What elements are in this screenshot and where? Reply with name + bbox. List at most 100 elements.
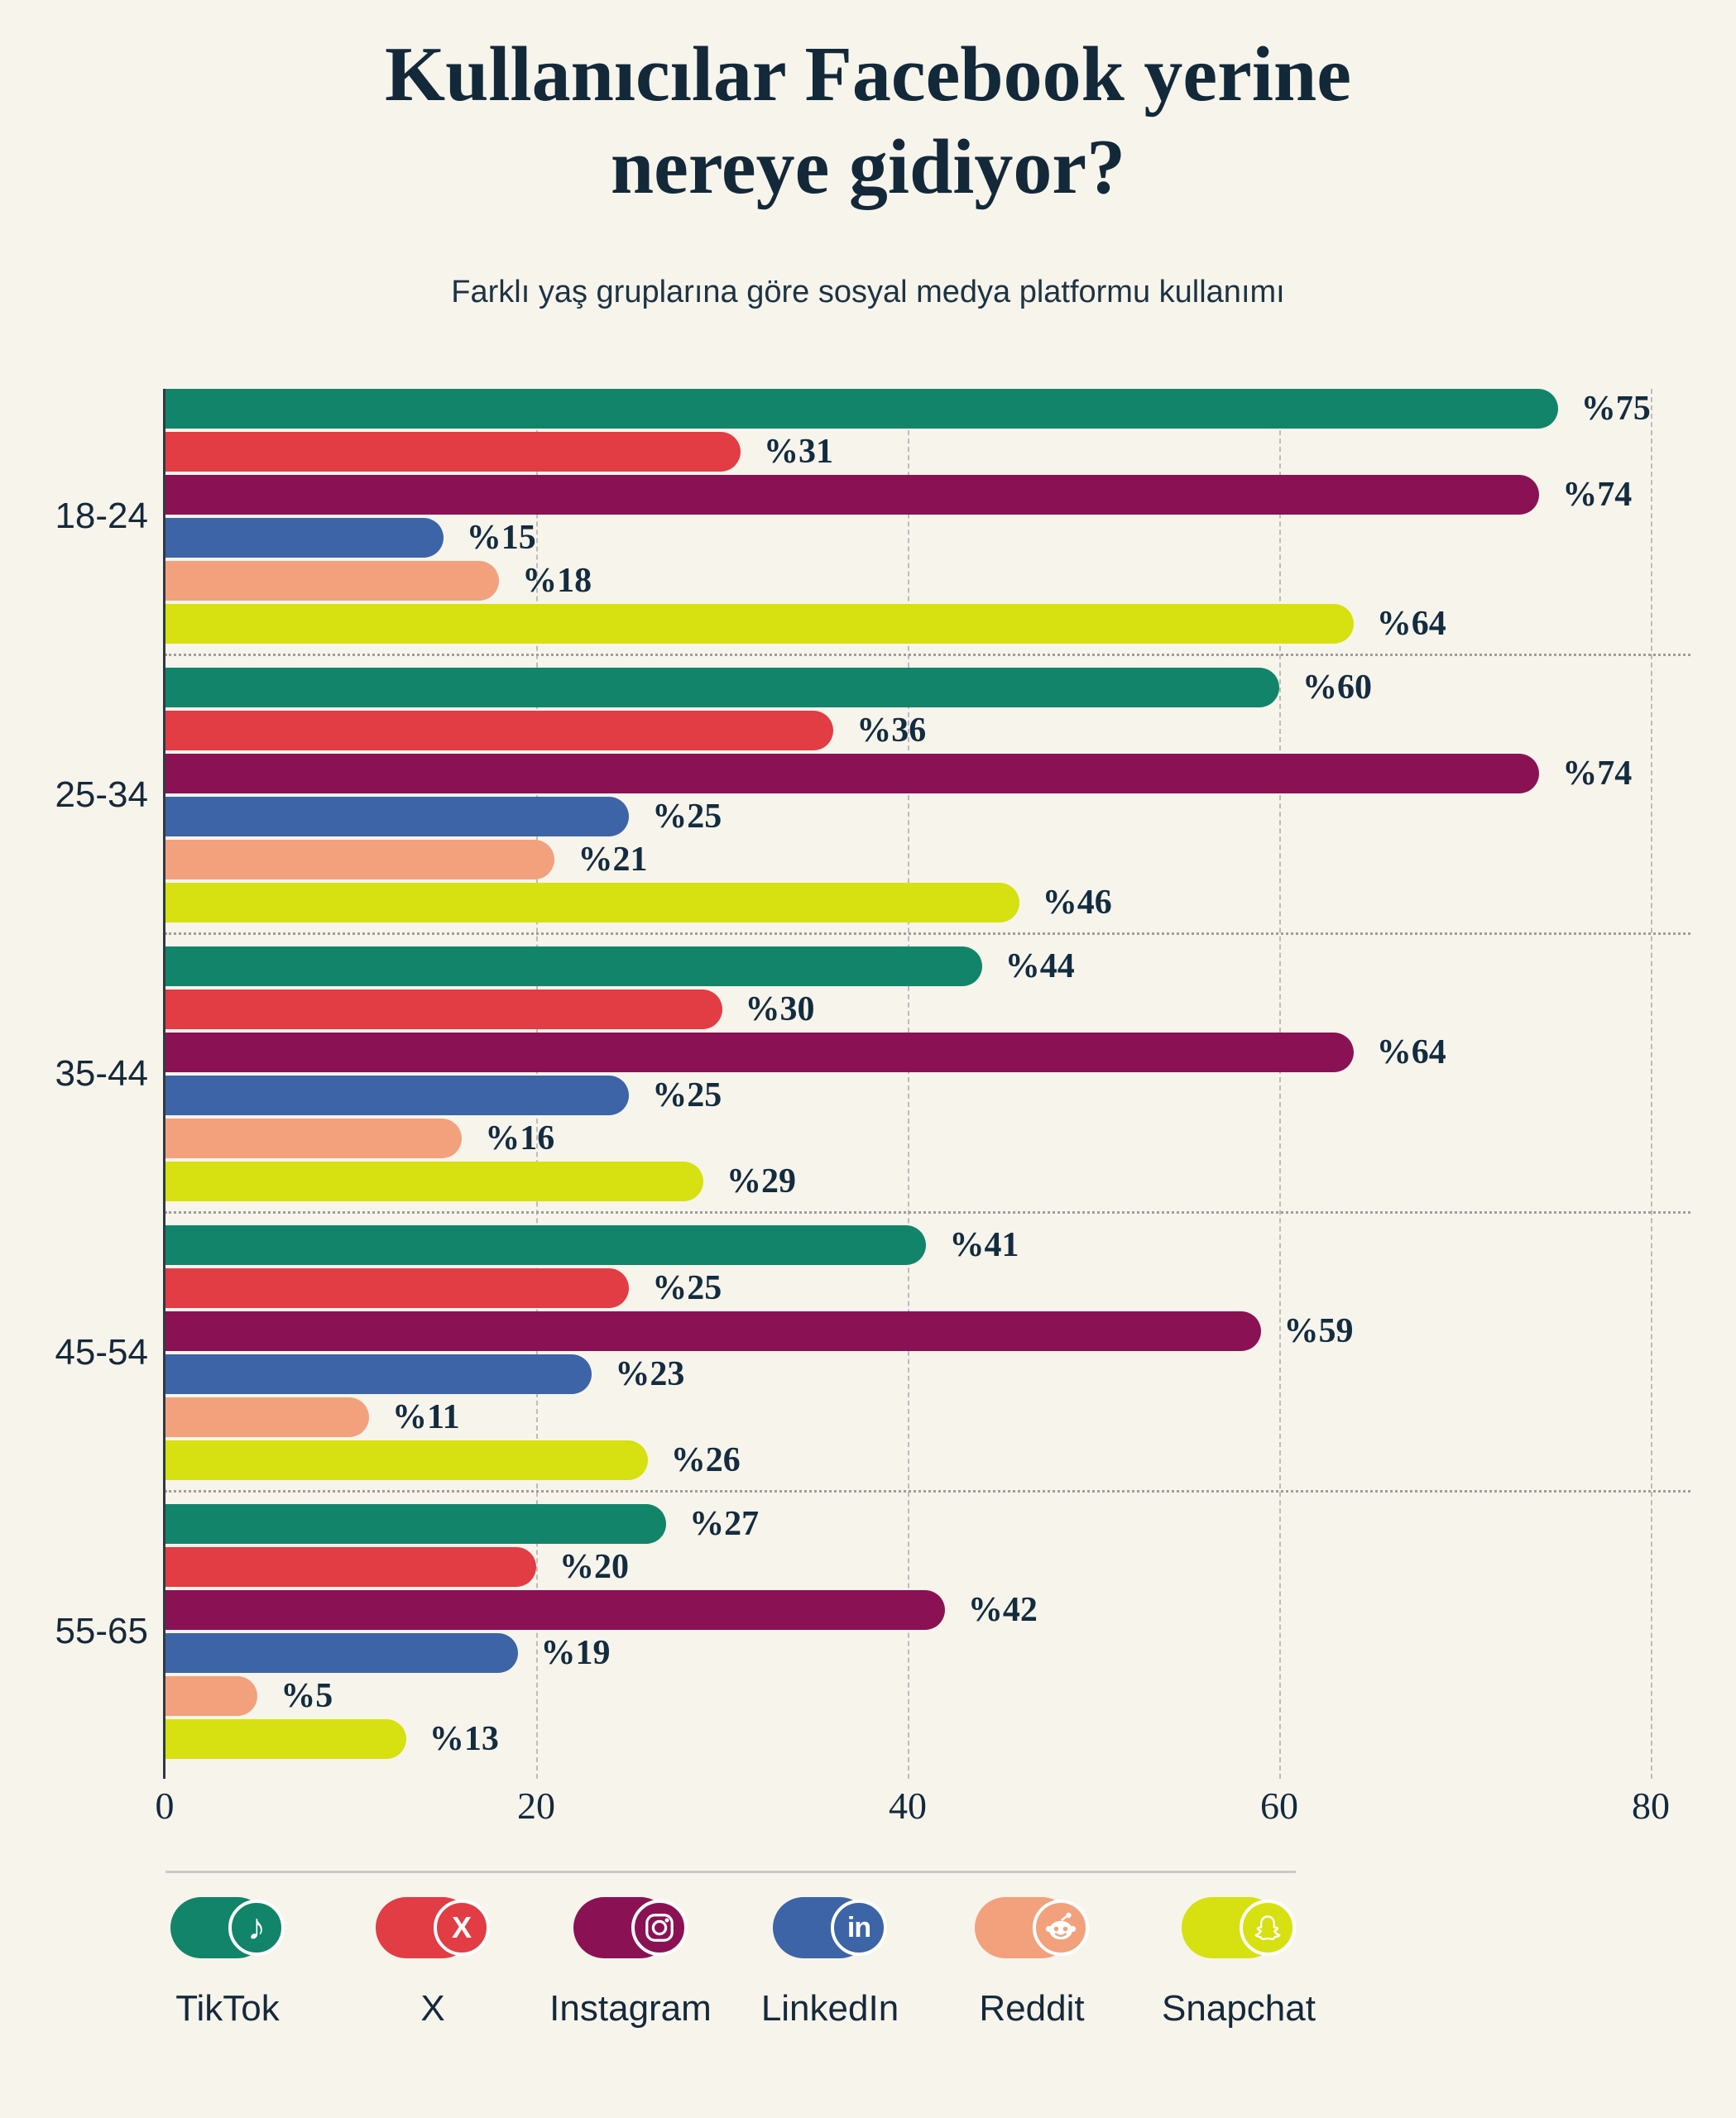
bar-tiktok <box>165 1504 667 1544</box>
bar-row-x-45-54: %25 <box>165 1268 1651 1308</box>
x-tick-label-40: 40 <box>889 1785 927 1827</box>
bar-snapchat <box>165 604 1354 644</box>
bar-row-instagram-35-44: %64 <box>165 1033 1651 1072</box>
bar-reddit <box>165 561 500 601</box>
legend-item-reddit: Reddit <box>933 1897 1131 2029</box>
bar-reddit <box>165 840 555 879</box>
chart-title-line1: Kullanıcılar Facebook yerine <box>385 31 1351 117</box>
bar-value-label: %15 <box>466 519 536 557</box>
age-group-label: 18-24 <box>55 496 148 536</box>
bar-value-label: %30 <box>745 990 815 1028</box>
linkedin-in-icon: in <box>831 1900 887 1956</box>
bar-reddit <box>165 1676 258 1716</box>
legend-label: Reddit <box>979 1988 1085 2029</box>
age-group-label: 45-54 <box>55 1332 148 1373</box>
bar-row-x-25-34: %36 <box>165 711 1651 750</box>
bar-x <box>165 711 834 750</box>
bar-row-reddit-55-65: %5 <box>165 1676 1651 1716</box>
legend-divider <box>165 1871 1296 1873</box>
bar-row-x-35-44: %30 <box>165 990 1651 1029</box>
reddit-alien-icon <box>975 1897 1089 1958</box>
reddit-alien-icon <box>1033 1900 1089 1956</box>
bar-tiktok <box>165 389 1558 429</box>
bar-row-tiktok-35-44: %44 <box>165 946 1651 986</box>
linkedin-in-icon: in <box>773 1897 887 1958</box>
legend-label: LinkedIn <box>760 1988 899 2029</box>
bar-row-linkedin-45-54: %23 <box>165 1354 1651 1394</box>
bar-row-reddit-35-44: %16 <box>165 1119 1651 1158</box>
chart-title-line2: nereye gidiyor? <box>610 124 1126 210</box>
bar-row-reddit-18-24: %18 <box>165 561 1651 601</box>
bar-snapchat <box>165 1719 406 1759</box>
gridline-x-80 <box>1651 389 1652 1779</box>
gridline-x-40 <box>908 389 909 1779</box>
bar-value-label: %16 <box>485 1119 555 1157</box>
bar-value-label: %25 <box>652 1269 722 1307</box>
age-group-35-44: 35-44 %44 %30 %64 %25 %16 %29 <box>55 932 1690 1201</box>
bar-value-label: %11 <box>391 1398 460 1436</box>
bar-value-label: %25 <box>652 1076 722 1114</box>
x-tick-label-20: 20 <box>517 1785 555 1827</box>
bar-row-x-18-24: %31 <box>165 432 1651 472</box>
bar-row-instagram-18-24: %74 <box>165 475 1651 515</box>
bar-value-label: %19 <box>540 1634 611 1672</box>
bar-row-snapchat-55-65: %13 <box>165 1719 1651 1759</box>
x-tick-label-60: 60 <box>1260 1785 1298 1827</box>
bar-row-tiktok-18-24: %75 <box>165 389 1651 429</box>
bar-row-tiktok-55-65: %27 <box>165 1504 1651 1544</box>
bar-value-label: %42 <box>967 1591 1038 1629</box>
age-group-label: 55-65 <box>55 1611 148 1651</box>
bar-row-instagram-25-34: %74 <box>165 754 1651 793</box>
legend-label: TikTok <box>175 1988 280 2029</box>
bar-value-label: %60 <box>1302 668 1372 707</box>
tiktok-note-icon: ♪ <box>170 1897 285 1958</box>
bar-value-label: %64 <box>1376 605 1446 643</box>
age-group-label: 25-34 <box>55 774 148 815</box>
bar-value-label: %41 <box>949 1226 1019 1264</box>
x-logo-icon: X <box>376 1897 490 1958</box>
legend-item-instagram: Instagram <box>531 1897 730 2029</box>
chart-subtitle: Farklı yaş gruplarına göre sosyal medya … <box>451 275 1285 309</box>
bar-x <box>165 990 722 1029</box>
bar-value-label: %36 <box>856 712 927 750</box>
bar-instagram <box>165 1033 1354 1072</box>
group-separator <box>165 1211 1690 1214</box>
y-axis-line <box>163 389 165 1779</box>
bar-value-label: %31 <box>763 433 833 471</box>
bar-value-label: %59 <box>1283 1312 1354 1350</box>
bar-reddit <box>165 1119 463 1158</box>
age-group-55-65: 55-65 %27 %20 %42 %19 %5 %13 <box>55 1490 1690 1759</box>
bar-value-label: %75 <box>1580 390 1651 428</box>
bar-value-label: %27 <box>689 1505 760 1543</box>
bar-tiktok <box>165 1225 927 1265</box>
bar-value-label: %20 <box>559 1548 629 1586</box>
plot-area: 0 20 40 60 80 18-24 %75 %31 %74 %15 %18 %64 25-34 %60… <box>55 389 1690 1827</box>
bar-row-x-55-65: %20 <box>165 1547 1651 1587</box>
bar-value-label: %5 <box>281 1677 333 1715</box>
bar-snapchat <box>165 883 1019 922</box>
bar-row-linkedin-35-44: %25 <box>165 1076 1651 1115</box>
bar-linkedin <box>165 797 630 836</box>
bar-value-label: %25 <box>652 798 722 836</box>
bar-row-instagram-45-54: %59 <box>165 1311 1651 1351</box>
bar-linkedin <box>165 1354 592 1394</box>
bar-x <box>165 1268 630 1308</box>
bar-value-label: %29 <box>727 1162 797 1200</box>
bar-row-reddit-25-34: %21 <box>165 840 1651 879</box>
bar-tiktok <box>165 946 982 986</box>
bar-instagram <box>165 754 1540 793</box>
bar-linkedin <box>165 1076 630 1115</box>
bar-row-snapchat-18-24: %64 <box>165 604 1651 644</box>
bar-value-label: %13 <box>429 1720 499 1758</box>
bar-instagram <box>165 1590 945 1630</box>
age-group-18-24: 18-24 %75 %31 %74 %15 %18 %64 <box>55 389 1651 644</box>
bar-row-linkedin-55-65: %19 <box>165 1633 1651 1673</box>
bar-value-label: %64 <box>1376 1033 1446 1071</box>
legend-label: Snapchat <box>1162 1988 1316 2029</box>
age-group-45-54: 45-54 %41 %25 %59 %23 %11 %26 <box>55 1211 1690 1480</box>
bar-value-label: %26 <box>670 1441 741 1479</box>
snapchat-ghost-icon <box>1240 1900 1296 1956</box>
group-separator <box>165 1490 1690 1493</box>
bar-x <box>165 432 741 472</box>
bar-value-label: %21 <box>578 841 648 879</box>
